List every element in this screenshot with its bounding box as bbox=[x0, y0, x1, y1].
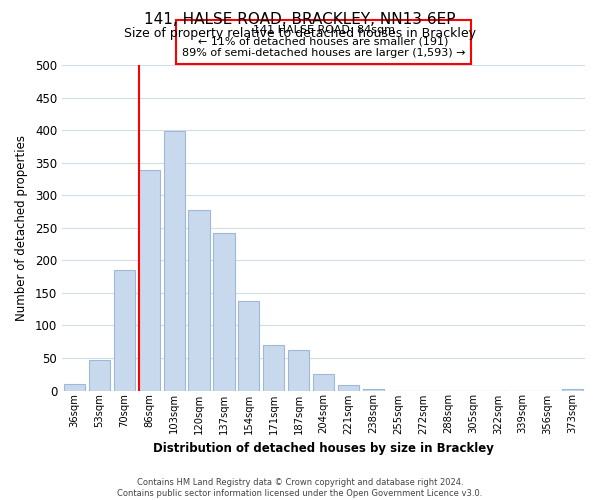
Text: 141 HALSE ROAD: 84sqm
← 11% of detached houses are smaller (191)
89% of semi-det: 141 HALSE ROAD: 84sqm ← 11% of detached … bbox=[182, 26, 465, 58]
Text: Size of property relative to detached houses in Brackley: Size of property relative to detached ho… bbox=[124, 28, 476, 40]
Bar bbox=[164, 132, 185, 390]
Text: 141, HALSE ROAD, BRACKLEY, NN13 6EP: 141, HALSE ROAD, BRACKLEY, NN13 6EP bbox=[144, 12, 456, 28]
Bar bbox=[338, 386, 359, 390]
X-axis label: Distribution of detached houses by size in Brackley: Distribution of detached houses by size … bbox=[153, 442, 494, 455]
Text: Contains HM Land Registry data © Crown copyright and database right 2024.
Contai: Contains HM Land Registry data © Crown c… bbox=[118, 478, 482, 498]
Bar bbox=[288, 350, 309, 391]
Bar bbox=[263, 345, 284, 391]
Bar bbox=[188, 210, 209, 390]
Bar bbox=[89, 360, 110, 390]
Bar bbox=[562, 389, 583, 390]
Bar bbox=[363, 389, 384, 390]
Bar bbox=[313, 374, 334, 390]
Bar bbox=[114, 270, 135, 390]
Bar bbox=[64, 384, 85, 390]
Bar bbox=[214, 233, 235, 390]
Bar bbox=[238, 302, 259, 390]
Y-axis label: Number of detached properties: Number of detached properties bbox=[15, 135, 28, 321]
Bar bbox=[139, 170, 160, 390]
